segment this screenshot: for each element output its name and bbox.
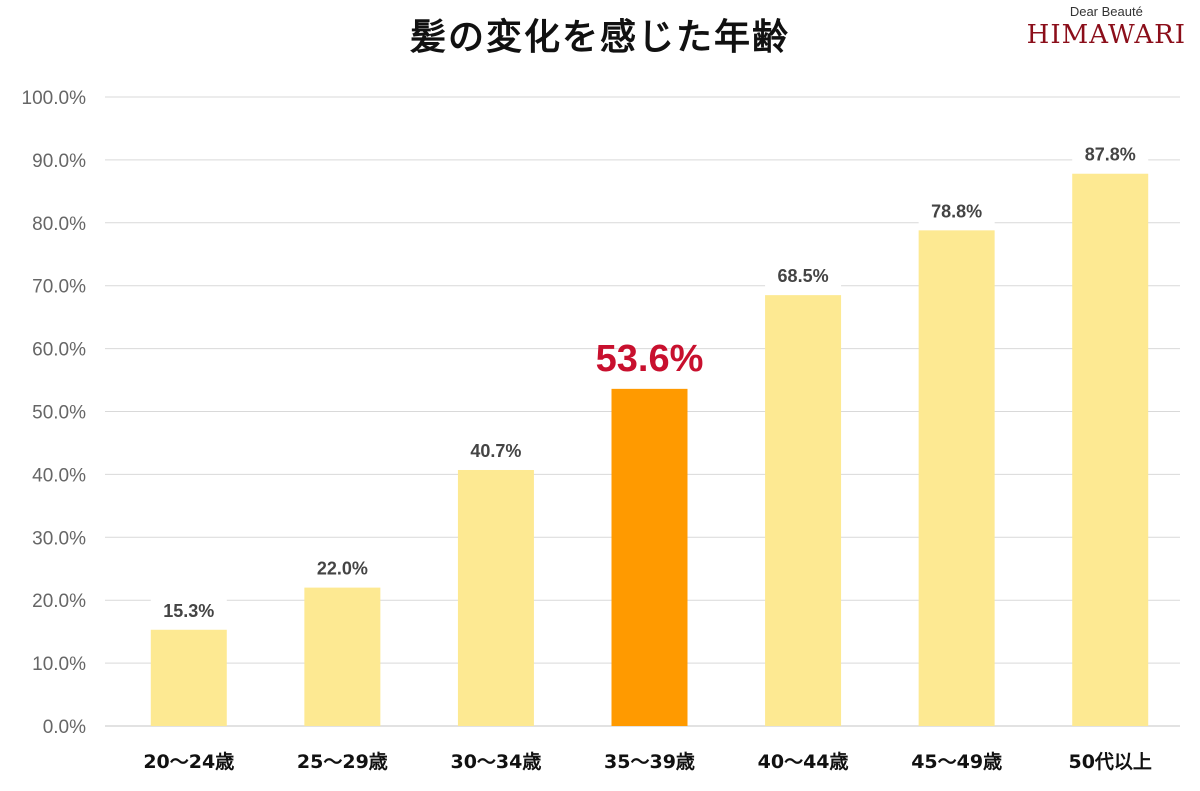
- x-category-label: 50代以上: [1068, 751, 1151, 773]
- data-label-background: [304, 553, 381, 582]
- data-label-highlight: 53.6%: [596, 338, 704, 380]
- data-label-background: [457, 435, 534, 464]
- y-tick-label: 20.0%: [32, 591, 86, 612]
- y-tick-label: 60.0%: [32, 340, 86, 361]
- data-label: 22.0%: [317, 559, 368, 579]
- data-label-background: [1072, 139, 1149, 168]
- x-category-label: 25～29歳: [297, 751, 388, 773]
- x-category-label: 20～24歳: [143, 751, 234, 773]
- brand-subtitle: Dear Beauté: [1069, 4, 1143, 19]
- data-label: 78.8%: [931, 201, 982, 221]
- data-label: 40.7%: [470, 441, 521, 461]
- y-tick-label: 70.0%: [32, 277, 86, 298]
- data-labels: 15.3% 22.0% 40.7% 53.6% 68.5% 78.8% 87.8%: [150, 139, 1149, 624]
- chart-title: 髪の変化を感じた年齢: [409, 17, 790, 58]
- y-tick-label: 0.0%: [43, 717, 86, 738]
- y-tick-label: 50.0%: [32, 403, 86, 424]
- y-tick-label: 90.0%: [32, 151, 86, 172]
- y-tick-label: 30.0%: [32, 528, 86, 549]
- data-label-background: [150, 595, 227, 624]
- bar: [1072, 173, 1149, 726]
- data-label: 87.8%: [1085, 145, 1136, 165]
- brand-name: HIMAWARI: [1026, 20, 1186, 50]
- bar: [150, 629, 227, 726]
- y-tick-label: 80.0%: [32, 214, 86, 235]
- data-label: 68.5%: [778, 266, 829, 286]
- bar: [457, 469, 534, 726]
- x-category-label: 35～39歳: [604, 751, 695, 773]
- x-category-label: 30～34歳: [450, 751, 541, 773]
- data-label-background: [765, 261, 842, 290]
- bar: [765, 295, 842, 726]
- y-tick-label: 40.0%: [32, 465, 86, 486]
- brand-logo: Dear Beauté HIMAWARI: [1027, 4, 1186, 50]
- data-label-background: [918, 196, 995, 225]
- y-tick-label: 10.0%: [32, 654, 86, 675]
- bar: [918, 230, 995, 726]
- bar-highlight: [611, 388, 688, 726]
- x-axis-categories: 20～24歳 25～29歳 30～34歳 35～39歳 40～44歳 45～49歳 50代以…: [143, 751, 1152, 773]
- bar: [304, 587, 381, 726]
- bars: [150, 173, 1149, 726]
- y-axis-ticks: 0.0% 10.0% 20.0% 30.0% 40.0% 50.0% 60.0% 70.0% 8…: [22, 88, 87, 738]
- data-label: 15.3%: [163, 601, 214, 621]
- x-category-label: 40～44歳: [758, 751, 849, 773]
- x-category-label: 45～49歳: [911, 751, 1002, 773]
- y-tick-label: 100.0%: [22, 88, 87, 109]
